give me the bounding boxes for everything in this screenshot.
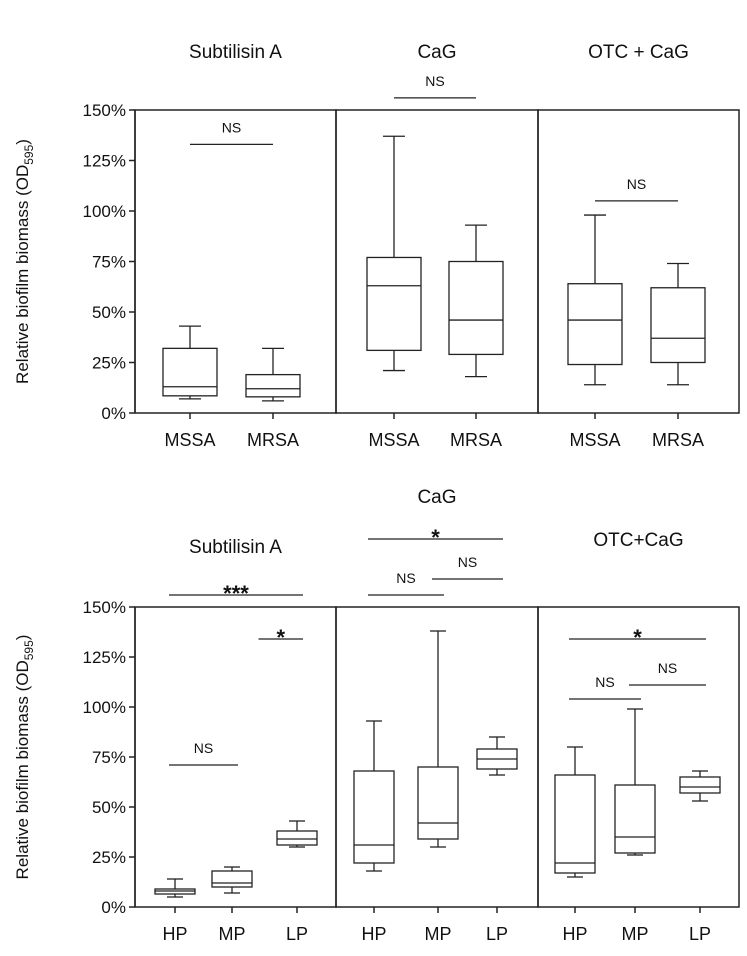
y-tick-label: 150% [83, 101, 126, 120]
significance-label: NS [396, 570, 415, 586]
y-tick-label: 125% [83, 648, 126, 667]
panel-frame [335, 109, 539, 414]
x-category-label: MSSA [164, 430, 215, 450]
box-HP [353, 720, 395, 872]
panel-1-3 [537, 109, 740, 419]
y-tick-label: 25% [92, 354, 126, 373]
significance-label: * [431, 525, 440, 550]
significance-label: NS [458, 554, 477, 570]
iqr-box [353, 770, 395, 864]
box-MRSA [245, 347, 301, 402]
box-LP [679, 770, 721, 802]
significance-label: * [276, 625, 285, 650]
iqr-box [554, 774, 596, 874]
box-MRSA [448, 224, 504, 378]
chart-row-1: Relative biofilm biomass (OD595) [13, 97, 740, 419]
panel-title: CaG [417, 42, 456, 63]
box-LP [476, 736, 518, 776]
significance-label: NS [627, 176, 646, 192]
x-category-label: HP [361, 924, 386, 944]
y-tick-label: 50% [92, 798, 126, 817]
significance-label: NS [222, 119, 241, 135]
x-category-label: MSSA [569, 430, 620, 450]
significance-label: NS [425, 73, 444, 89]
box-HP [554, 746, 596, 878]
iqr-box [211, 870, 253, 888]
box-MSSA [567, 214, 623, 386]
y-tick-label: 100% [83, 202, 126, 221]
box-MP [614, 708, 656, 856]
box-LP [276, 820, 318, 848]
y-axis-label-subscript: 595 [22, 144, 36, 164]
y-tick-label: 100% [83, 698, 126, 717]
y-tick-label: 0% [101, 898, 126, 917]
x-category-label: LP [286, 924, 308, 944]
panel-title: OTC + CaG [588, 42, 689, 63]
x-category-label: LP [689, 924, 711, 944]
panel-frame [134, 606, 337, 908]
box-MSSA [366, 135, 422, 372]
x-category-label: LP [486, 924, 508, 944]
y-axis-label-close: ) [13, 635, 32, 641]
x-category-label: HP [562, 924, 587, 944]
panel-title: Subtilisin A [189, 537, 282, 558]
box-HP [154, 878, 196, 898]
iqr-box [245, 373, 301, 398]
y-axis-label: Relative biofilm biomass (OD595) [13, 139, 36, 384]
y-tick-label: 75% [92, 253, 126, 272]
iqr-box [614, 784, 656, 854]
significance-label: NS [595, 674, 614, 690]
x-category-label: MRSA [652, 430, 704, 450]
iqr-box [417, 766, 459, 840]
y-axis-label: Relative biofilm biomass (OD595) [13, 635, 36, 880]
iqr-box [567, 283, 623, 366]
panel-2-3 [537, 606, 740, 913]
significance-label: NS [194, 740, 213, 756]
panel-2-1 [134, 594, 337, 913]
x-category-label: HP [162, 924, 187, 944]
x-category-label: MSSA [368, 430, 419, 450]
x-category-label: MRSA [450, 430, 502, 450]
significance-label: * [633, 625, 642, 650]
iqr-box [162, 347, 218, 397]
box-MSSA [162, 325, 218, 400]
y-axis-label-main: Relative biofilm biomass (OD [13, 165, 32, 384]
y-tick-label: 0% [101, 404, 126, 423]
panel-title: Subtilisin A [189, 42, 282, 63]
y-tick-label: 25% [92, 848, 126, 867]
x-category-label: MRSA [247, 430, 299, 450]
significance-label: NS [658, 660, 677, 676]
box-MP [417, 630, 459, 848]
y-axis-label-subscript: 595 [22, 640, 36, 660]
x-category-label: MP [622, 924, 649, 944]
y-tick-label: 125% [83, 152, 126, 171]
iqr-box [448, 260, 504, 356]
panel-frame [537, 109, 740, 414]
x-category-label: MP [425, 924, 452, 944]
panel-2-2 [335, 538, 539, 913]
box-MP [211, 866, 253, 894]
significance-label: *** [223, 581, 249, 606]
box-MRSA [650, 262, 706, 386]
y-tick-label: 50% [92, 303, 126, 322]
y-tick-label: 150% [83, 598, 126, 617]
iqr-box [679, 776, 721, 794]
y-axis-label-main: Relative biofilm biomass (OD [13, 660, 32, 879]
panel-frame [537, 606, 740, 908]
panel-1-1 [134, 109, 337, 419]
x-category-label: MP [219, 924, 246, 944]
iqr-box [650, 287, 706, 364]
panel-title: OTC+CaG [593, 530, 683, 551]
chart-row-2: Relative biofilm biomass (OD595) [13, 538, 740, 913]
y-tick-label: 75% [92, 748, 126, 767]
panel-1-2 [335, 97, 539, 419]
iqr-box [366, 256, 422, 352]
iqr-box [276, 830, 318, 846]
y-axis-label-close: ) [13, 139, 32, 145]
panel-title: CaG [417, 487, 456, 508]
